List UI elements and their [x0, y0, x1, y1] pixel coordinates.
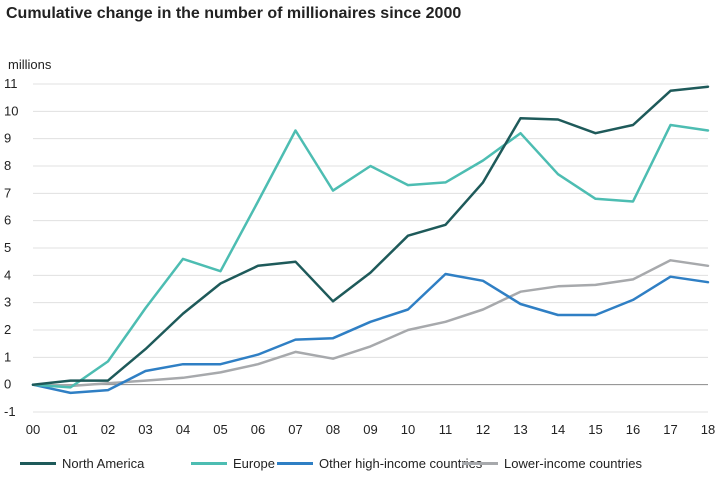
x-tick-label: 03 — [138, 422, 152, 437]
y-tick-label: 11 — [4, 76, 18, 91]
x-tick-label: 02 — [101, 422, 115, 437]
legend-label: North America — [62, 456, 145, 471]
series-line-north-america — [31, 85, 710, 386]
series-line-europe — [31, 123, 710, 389]
series-line-other-high-income-countries — [31, 272, 710, 395]
x-tick-label: 16 — [626, 422, 640, 437]
series-line-lower-income-countries — [31, 259, 710, 388]
legend-item: Lower-income countries — [462, 456, 642, 471]
legend-label: Lower-income countries — [504, 456, 643, 471]
y-tick-label: 0 — [4, 377, 11, 392]
x-tick-label: 17 — [663, 422, 677, 437]
x-tick-label: 08 — [326, 422, 340, 437]
y-tick-label: 8 — [4, 158, 11, 173]
legend-swatch — [191, 462, 227, 465]
x-tick-label: 11 — [439, 422, 453, 437]
legend-swatch — [462, 462, 498, 465]
x-tick-label: 04 — [176, 422, 190, 437]
legend-swatch — [20, 462, 56, 465]
x-tick-label: 10 — [401, 422, 415, 437]
x-tick-label: 07 — [288, 422, 302, 437]
x-tick-label: 00 — [26, 422, 40, 437]
x-tick-label: 18 — [701, 422, 715, 437]
y-tick-label: 4 — [4, 267, 11, 282]
y-tick-label: 5 — [4, 240, 11, 255]
y-tick-label: 6 — [4, 213, 11, 228]
chart-title: Cumulative change in the number of milli… — [6, 5, 462, 22]
y-tick-label: 9 — [4, 131, 11, 146]
legend-label: Other high-income countries — [319, 456, 483, 471]
x-tick-label: 06 — [251, 422, 265, 437]
y-tick-label: 10 — [4, 103, 18, 118]
x-tick-label: 15 — [588, 422, 602, 437]
x-tick-label: 09 — [363, 422, 377, 437]
legend-swatch — [277, 462, 313, 465]
legend-item: Other high-income countries — [277, 456, 482, 471]
x-tick-label: 12 — [476, 422, 490, 437]
y-tick-label: -1 — [4, 404, 16, 419]
x-tick-label: 05 — [213, 422, 227, 437]
y-axis-unit-label: millions — [8, 57, 52, 72]
x-tick-label: 01 — [63, 422, 77, 437]
legend-label: Europe — [233, 456, 275, 471]
x-tick-label: 13 — [513, 422, 527, 437]
legend-item: Europe — [191, 456, 275, 471]
x-tick-label: 14 — [551, 422, 565, 437]
y-tick-label: 1 — [4, 349, 11, 364]
legend-item: North America — [20, 456, 144, 471]
y-tick-label: 7 — [4, 185, 11, 200]
y-tick-label: 3 — [4, 295, 11, 310]
y-tick-label: 2 — [4, 322, 11, 337]
chart-legend: North America Europe Other high-income cou… — [0, 456, 720, 476]
